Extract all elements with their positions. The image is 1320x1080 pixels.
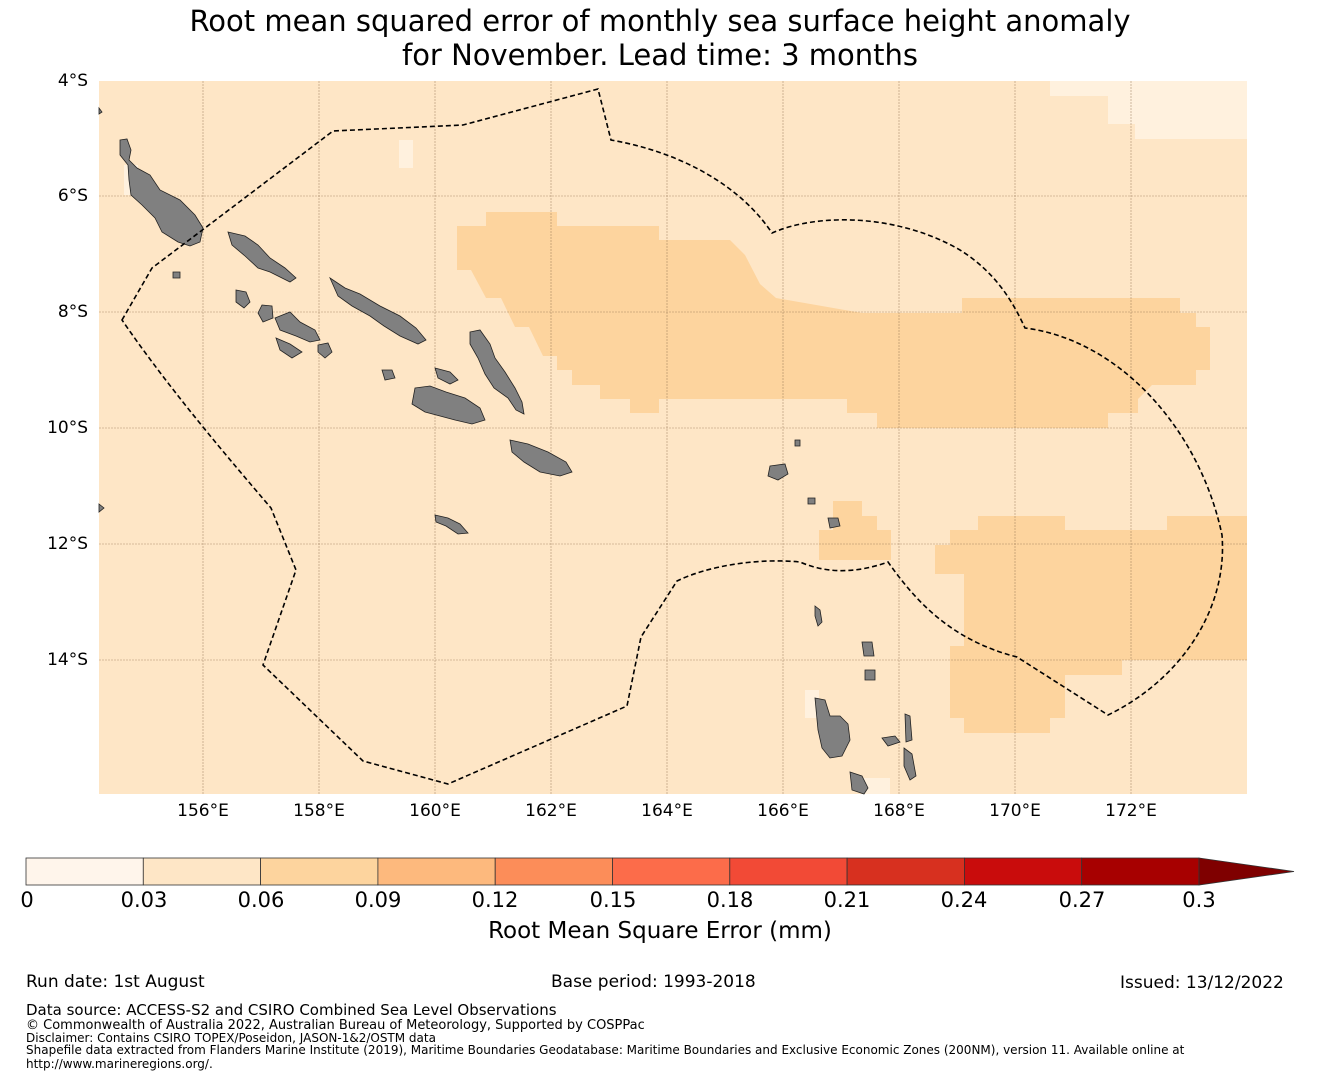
island-espiritu-santo: [814, 697, 851, 759]
island-malakula: [849, 771, 869, 795]
colorbar-tick-003: 0.03: [120, 888, 168, 912]
mid-rmse-region-north: [457, 212, 1210, 428]
island-small-1: [98, 106, 103, 115]
island-malaita: [469, 329, 525, 415]
island-choiseul: [227, 231, 297, 283]
colorbar-segment: [612, 857, 731, 886]
lat-label-4S: 4°S: [57, 71, 88, 91]
colorbar-tick-012: 0.12: [471, 888, 519, 912]
lon-label-170E: 170°E: [989, 801, 1041, 821]
colorbar: [25, 857, 1295, 886]
marineregions-url: http://www.marineregions.org/.: [26, 1057, 213, 1071]
eez-boundary: [121, 88, 1224, 785]
lon-label-162E: 162°E: [525, 801, 577, 821]
colorbar-segment: [377, 857, 496, 886]
island-ambae: [881, 735, 901, 747]
island-small-2: [98, 503, 105, 513]
island-small-3: [172, 271, 181, 279]
lat-label-14S: 14°S: [47, 650, 88, 670]
mid-rmse-region-southeast: [935, 516, 1247, 733]
island-santa-isabel: [329, 276, 427, 345]
colorbar-tick-024: 0.24: [940, 888, 988, 912]
island-banks-1: [861, 641, 875, 657]
colorbar-segment: [1081, 857, 1200, 886]
issued-date: Issued: 13/12/2022: [1120, 973, 1284, 993]
colorbar-segment: [846, 857, 965, 886]
run-date: Run date: 1st August: [26, 972, 205, 992]
data-source: Data source: ACCESS-S2 and CSIRO Combine…: [26, 1001, 557, 1019]
island-vanikoro: [827, 517, 841, 529]
island-makira: [509, 439, 573, 477]
colorbar-tick-03: 0.3: [1182, 888, 1216, 912]
graticule: [99, 81, 1247, 794]
colorbar-segment: [964, 857, 1083, 886]
island-santa-cruz: [767, 463, 789, 481]
colorbar-tick-021: 0.21: [823, 888, 871, 912]
colorbar-segment: [260, 857, 379, 886]
lat-label-10S: 10°S: [47, 418, 88, 438]
island-banks-2: [864, 669, 876, 681]
island-florida: [434, 367, 459, 385]
island-rendova: [275, 337, 303, 359]
colorbar-extend-arrow: [1198, 857, 1295, 886]
lon-label-156E: 156°E: [177, 801, 229, 821]
colorbar-tick-006: 0.06: [237, 888, 285, 912]
shapefile-credit: Shapefile data extracted from Flanders M…: [26, 1043, 1185, 1057]
mid-rmse-regions: [457, 212, 1247, 733]
map-title-line1: Root mean squared error of monthly sea s…: [189, 4, 1131, 38]
island-pentecost: [903, 747, 917, 781]
low-rmse-region: [1050, 81, 1247, 139]
ocean-field: [99, 81, 1247, 794]
lon-label-164E: 164°E: [641, 801, 693, 821]
disclaimer: Disclaimer: Contains CSIRO TOPEX/Poseido…: [26, 1031, 436, 1045]
island-savo: [381, 369, 396, 381]
base-period: Base period: 1993-2018: [551, 972, 756, 992]
islands: [98, 106, 917, 795]
colorbar-tick-018: 0.18: [706, 888, 754, 912]
colorbar-label: Root Mean Square Error (mm): [488, 918, 832, 944]
lat-label-12S: 12°S: [47, 534, 88, 554]
copyright-notice: © Commonwealth of Australia 2022, Austra…: [26, 1018, 645, 1033]
colorbar-segment: [25, 857, 144, 886]
colorbar-segment: [142, 857, 262, 886]
lon-label-160E: 160°E: [409, 801, 461, 821]
island-torres: [814, 605, 823, 627]
map-title-line2: for November. Lead time: 3 months: [401, 38, 919, 72]
colorbar-tick-027: 0.27: [1058, 888, 1106, 912]
colorbar-tick-0: 0: [20, 888, 34, 912]
lon-label-172E: 172°E: [1105, 801, 1157, 821]
island-small-4: [794, 439, 801, 447]
colorbar-tick-009: 0.09: [354, 888, 402, 912]
lon-label-166E: 166°E: [757, 801, 809, 821]
lat-label-8S: 8°S: [57, 302, 88, 322]
colorbar-segment: [494, 857, 613, 886]
island-utupua: [807, 497, 816, 505]
colorbar-segment: [729, 857, 848, 886]
lon-label-158E: 158°E: [293, 801, 345, 821]
island-russell: [317, 342, 333, 359]
mid-rmse-region-center: [819, 501, 891, 560]
island-rennell: [434, 514, 469, 535]
island-guadalcanal: [411, 385, 486, 425]
colorbar-tick-015: 0.15: [589, 888, 637, 912]
lat-label-6S: 6°S: [57, 186, 88, 206]
island-new-georgia: [235, 289, 251, 309]
island-maewo: [904, 713, 913, 743]
lon-label-168E: 168°E: [873, 801, 925, 821]
island-new-georgia-2: [274, 311, 321, 343]
island-vella: [257, 304, 274, 323]
island-bougainville: [119, 138, 204, 247]
